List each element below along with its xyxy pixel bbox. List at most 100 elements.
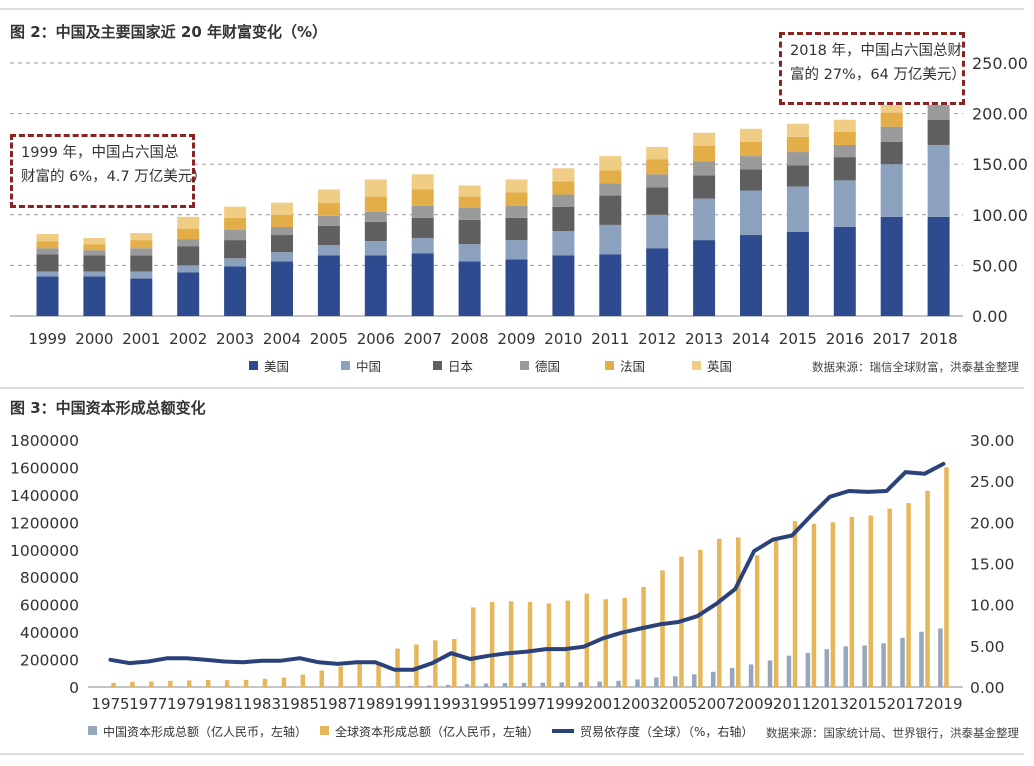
chart1-legend-swatch — [520, 361, 529, 370]
chart2-bar-china — [521, 682, 527, 687]
chart1-bar-segment — [740, 141, 762, 157]
chart1-bar-segment — [880, 126, 903, 142]
chart1-bar-segment — [927, 144, 950, 217]
chart2-right-tick-label: 20.00 — [970, 514, 1014, 532]
annotation-1999-line2: 财富的 6%，4.7 万亿美元） — [21, 169, 207, 185]
chart1-bar-segment — [177, 239, 200, 247]
chart2-bar-global — [887, 508, 892, 687]
chart1-bar-segment — [411, 238, 434, 254]
chart1-bar-segment — [740, 128, 762, 142]
chart2-right-tick-label: 30.00 — [970, 432, 1014, 450]
chart1-y-tick-label: 50.00 — [972, 256, 1018, 275]
chart1-bar-segment — [599, 224, 622, 255]
chart2-bar-china — [692, 674, 697, 687]
chart1-bar-segment — [786, 186, 809, 233]
chart2-bar-china — [540, 682, 546, 687]
chart2-bar-global — [546, 603, 552, 687]
chart1-bar-segment — [130, 278, 153, 316]
chart1-x-tick-label: 2002 — [169, 330, 207, 348]
chart2-left-tick-label: 400000 — [20, 624, 79, 642]
chart1-bar-segment — [36, 254, 59, 272]
chart1-bar-segment — [411, 174, 434, 190]
chart1-bar-segment — [224, 266, 247, 316]
chart1-x-tick-label: 2016 — [826, 330, 864, 348]
chart1-bar-segment — [740, 190, 762, 236]
chart2-bar-china — [786, 655, 792, 687]
chart1-bar-segment — [224, 229, 247, 241]
chart2-bar-global — [452, 638, 457, 687]
chart2-bar-china — [597, 681, 602, 687]
chart2-legend-label: 全球资本形成总额（亿人民币，左轴） — [335, 724, 539, 739]
chart1-bar-segment — [36, 234, 59, 242]
chart2-bar-global — [489, 601, 495, 687]
chart2-bar-china — [673, 676, 678, 687]
chart2-left-tick-label: 1600000 — [10, 459, 79, 477]
chart1-bar-segment — [83, 255, 106, 272]
chart2-bar-global — [584, 593, 590, 687]
chart1-bar-segment — [458, 207, 481, 220]
chart2-bar-china — [464, 684, 470, 687]
chart1-legend-swatch — [605, 361, 614, 370]
chart1-bar-segment — [927, 102, 950, 120]
chart1-bar-segment — [880, 164, 903, 217]
chart2-bar-global — [773, 540, 779, 687]
chart2-bar-global — [849, 516, 855, 687]
chart2-x-tick-label: 2007 — [697, 695, 735, 713]
chart1-bar-segment — [646, 187, 669, 215]
chart2-right-tick-label: 25.00 — [970, 473, 1014, 491]
chart1-bar-segment — [833, 144, 856, 158]
chart1-bar-segment — [646, 214, 669, 249]
chart2-x-tick-label: 2015 — [849, 695, 887, 713]
chart1-bar-segment — [833, 226, 856, 316]
chart2-x-tick-label: 1997 — [508, 695, 546, 713]
chart1-bar-segment — [505, 192, 528, 206]
chart1-bar-segment — [786, 136, 809, 153]
chart1-bar-segment — [411, 205, 434, 218]
chart1-bar-segment — [224, 240, 247, 259]
chart2-bar-global — [565, 600, 571, 687]
chart1-bar-segment — [177, 216, 200, 229]
chart2-bar-global — [149, 681, 154, 687]
chart2-legend: 中国资本形成总额（亿人民币，左轴） 全球资本形成总额（亿人民币，左轴） 贸易依存度（… — [88, 724, 753, 739]
chart1-legend-swatch — [433, 361, 442, 370]
chart1-bars — [36, 78, 950, 316]
chart1-bar-segment — [740, 156, 762, 170]
chart1-bar-segment — [833, 157, 856, 181]
chart2-bar-china — [843, 646, 848, 687]
chart2-x-tick-label: 2013 — [811, 695, 849, 713]
chart2-bar-china — [408, 685, 413, 687]
chart2-bar-global — [376, 662, 381, 687]
chart2-bar-global — [868, 515, 873, 687]
chart1-bar-segment — [833, 180, 856, 227]
chart1-bar-segment — [364, 241, 387, 256]
chart1-bar-segment — [83, 276, 106, 316]
chart1-legend-swatch — [249, 361, 258, 370]
chart1-bar-segment — [693, 175, 716, 199]
chart1-bar-segment — [927, 216, 950, 316]
chart2-bar-global — [508, 601, 514, 687]
chart1-bar-segment — [552, 206, 575, 231]
chart1-legend-label: 法国 — [620, 359, 645, 374]
chart2-left-tick-label: 1400000 — [10, 487, 79, 505]
chart2-bar-china — [881, 643, 886, 687]
chart1-bar-segment — [130, 233, 153, 241]
chart1-bar-segment — [693, 198, 716, 241]
chart1-x-tick-label: 2013 — [685, 330, 723, 348]
chart1-bar-segment — [552, 181, 575, 195]
chart2-bar-global — [944, 467, 949, 687]
chart2-bar-china — [502, 683, 508, 687]
chart2-bar-china — [427, 685, 432, 687]
chart1-bar-segment — [599, 195, 622, 225]
chart2-bar-global — [262, 678, 268, 687]
chart2-bar-china — [578, 682, 583, 687]
chart1-bar-segment — [786, 165, 809, 187]
chart1-bar-segment — [646, 248, 669, 316]
chart1-x-tick-label: 2015 — [779, 330, 817, 348]
chart2-x-tick-label: 1981 — [205, 695, 243, 713]
chart1-legend-label: 德国 — [535, 359, 560, 374]
chart1-bar-segment — [271, 214, 293, 227]
chart1-bar-segment — [364, 221, 387, 242]
chart2-bar-global — [527, 601, 533, 687]
chart2-x-tick-label: 1977 — [129, 695, 167, 713]
chart1-bar-segment — [505, 240, 528, 260]
